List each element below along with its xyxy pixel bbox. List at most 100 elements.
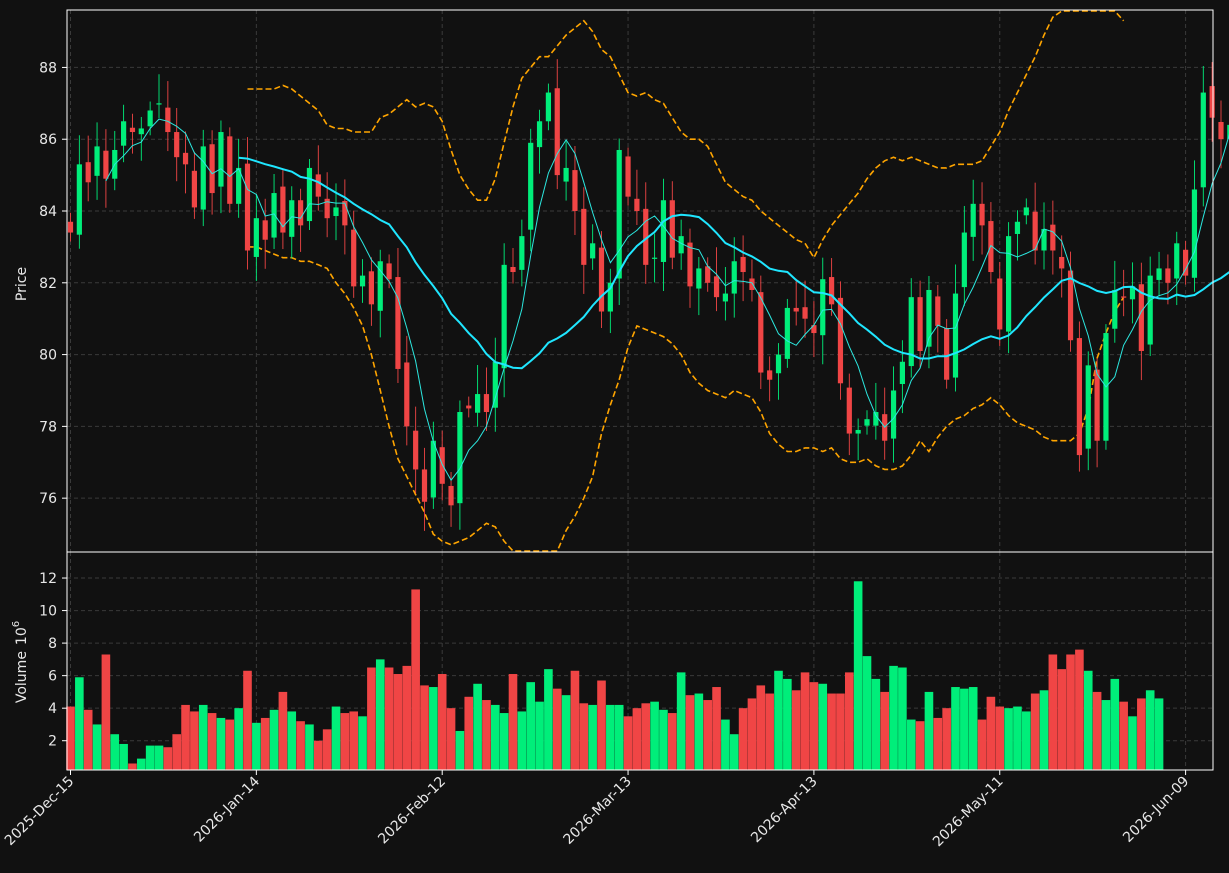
- volume-bar: [791, 690, 801, 770]
- candle-body: [1165, 268, 1171, 283]
- candle-body: [1121, 296, 1127, 298]
- candle-body: [457, 412, 463, 504]
- volume-bar: [597, 680, 606, 770]
- volume-bar: [499, 713, 509, 770]
- candle-body: [926, 289, 932, 347]
- candle-body: [351, 229, 357, 287]
- candle-body: [590, 243, 596, 259]
- price-tick-label: 76: [39, 491, 57, 507]
- volume-bar: [544, 669, 553, 770]
- volume-bar: [774, 670, 783, 770]
- candle-body: [740, 256, 746, 273]
- volume-bar: [871, 678, 881, 770]
- candle-body: [1174, 243, 1180, 279]
- volume-bar: [110, 734, 120, 770]
- volume-bar: [207, 713, 217, 770]
- volume-bars: [66, 581, 1164, 770]
- candle-body: [289, 200, 295, 237]
- volume-bar: [1101, 700, 1111, 770]
- volume-tick-label: 10: [39, 604, 57, 620]
- candle-body: [713, 276, 720, 298]
- volume-bar: [455, 730, 465, 770]
- candle-body: [864, 419, 870, 426]
- candle-body: [200, 146, 206, 210]
- candle-body: [1218, 121, 1224, 140]
- volume-bar: [437, 674, 447, 770]
- moving-average-slow-line: [238, 156, 1229, 370]
- candle-body: [244, 163, 251, 251]
- candle-body: [1076, 338, 1082, 456]
- price-axis-label: Price: [14, 267, 30, 301]
- volume-bar: [889, 665, 898, 770]
- candle-body: [899, 361, 905, 385]
- volume-bar: [367, 667, 376, 770]
- volume-bar: [101, 654, 111, 770]
- volume-bar: [606, 704, 615, 770]
- candle-body: [404, 362, 410, 427]
- candle-body: [271, 193, 277, 238]
- volume-panel-frame: [66, 551, 1214, 771]
- candle-body: [483, 394, 490, 413]
- candle-body: [811, 325, 817, 334]
- volume-bar: [1057, 669, 1066, 770]
- volume-bar: [906, 719, 916, 770]
- candle-body: [767, 370, 773, 380]
- volume-bar: [1075, 649, 1084, 770]
- volume-bar: [296, 721, 305, 770]
- volume-bar: [252, 722, 261, 770]
- candle-body: [908, 297, 914, 367]
- candle-body: [1067, 270, 1074, 341]
- volume-bar: [1110, 678, 1120, 770]
- candle-body: [191, 170, 197, 208]
- volume-bar: [1066, 654, 1075, 770]
- candle-body: [439, 447, 445, 484]
- candle-body: [643, 208, 649, 265]
- candle-body: [873, 412, 879, 426]
- volume-bar: [614, 704, 624, 770]
- volume-bar: [827, 693, 836, 770]
- volume-bar: [269, 709, 279, 770]
- volume-axis-label-text: Volume: [14, 651, 30, 703]
- volume-bar: [632, 708, 642, 770]
- volume-bar: [1030, 693, 1040, 770]
- candle-body: [138, 128, 144, 135]
- candle-body: [1156, 268, 1162, 280]
- price-tick-label: 78: [39, 419, 57, 435]
- candle-body: [1200, 92, 1206, 188]
- candle-body: [395, 277, 401, 369]
- price-tick-label: 80: [39, 348, 57, 364]
- volume-bar: [880, 691, 889, 770]
- candle-body: [129, 127, 136, 133]
- candle-body: [492, 361, 498, 408]
- price-tick-label: 88: [39, 60, 57, 76]
- volume-bar: [260, 717, 270, 770]
- candle-body: [1006, 236, 1012, 332]
- candle-body: [846, 387, 852, 434]
- volume-bar: [552, 688, 562, 770]
- volume-bar: [995, 706, 1005, 770]
- volume-bar: [1004, 708, 1013, 770]
- candle-body: [669, 200, 675, 258]
- candle-body: [1059, 256, 1065, 269]
- candle-body: [997, 278, 1003, 330]
- candle-body: [952, 293, 959, 378]
- candle-body: [103, 150, 109, 179]
- volume-bar: [535, 701, 544, 770]
- volume-bar: [198, 704, 208, 770]
- candle-body: [917, 297, 923, 351]
- volume-bar: [314, 740, 323, 770]
- volume-bar: [570, 670, 580, 770]
- candle-body: [368, 271, 374, 305]
- volume-bar: [154, 745, 164, 770]
- candle-body: [634, 198, 640, 212]
- volume-bar: [243, 670, 252, 770]
- candle-body: [722, 293, 728, 302]
- volume-bar: [783, 678, 792, 770]
- candle-body: [156, 103, 162, 105]
- candle-body: [174, 132, 180, 158]
- candle-body: [324, 198, 330, 219]
- volume-bar: [676, 672, 686, 770]
- volume-bar: [137, 758, 146, 770]
- price-tick-label: 82: [39, 276, 57, 292]
- volume-bar: [234, 708, 243, 770]
